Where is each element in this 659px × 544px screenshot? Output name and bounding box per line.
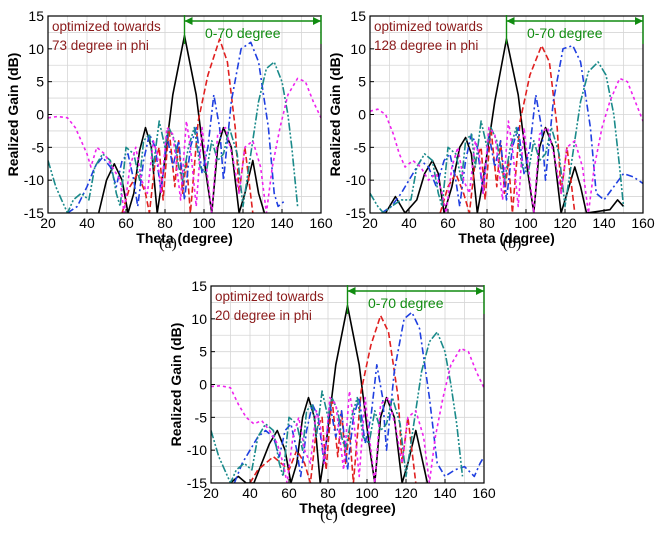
- x-tick-label: 80: [479, 215, 495, 231]
- x-tick-label: 60: [440, 215, 456, 231]
- series-line-4: [48, 61, 299, 213]
- x-tick-label: 60: [281, 485, 297, 501]
- y-tick-label: 10: [191, 311, 207, 327]
- x-axis-label: Theta (degree): [136, 230, 232, 246]
- grid-lines: [47, 15, 322, 214]
- x-tick-label: 20: [362, 215, 378, 231]
- x-tick-label: 120: [231, 215, 255, 231]
- y-tick-label: 0: [358, 107, 366, 123]
- y-tick-label: 15: [350, 8, 366, 24]
- x-tick-label: 60: [118, 215, 134, 231]
- x-tick-label: 100: [192, 215, 216, 231]
- series-line-1: [384, 38, 625, 213]
- y-axis-label: Realized Gain (dB): [168, 323, 184, 447]
- range-label: 0-70 degree: [205, 25, 281, 41]
- y-tick-label: 10: [350, 41, 366, 57]
- chart-panel-a: 20 40 60 80 100 120 140 160 -15 -10 -5 0 5 10 15 Theta …: [5, 8, 333, 252]
- x-axis-label: Theta (degree): [299, 500, 395, 516]
- range-label: 0-70 degree: [368, 295, 444, 311]
- series-line-5: [48, 77, 321, 213]
- annotation-line: optimized towards: [374, 19, 483, 34]
- x-tick-label: 100: [514, 215, 538, 231]
- series-line-3: [381, 44, 643, 213]
- series-line-1: [97, 34, 266, 213]
- series-line-5: [211, 347, 484, 483]
- x-tick-label: 20: [203, 485, 219, 501]
- series-line-3: [67, 41, 287, 213]
- x-tick-label: 100: [355, 485, 379, 501]
- annotation-line: optimized towards: [215, 289, 324, 304]
- x-tick-label: 80: [320, 485, 336, 501]
- x-tick-label: 40: [242, 485, 258, 501]
- annotation-line: 128 degree in phi: [374, 38, 478, 53]
- series-line-4: [211, 331, 464, 483]
- series-line-1: [229, 304, 429, 483]
- x-tick-label: 120: [394, 485, 418, 501]
- y-tick-label: -5: [354, 139, 367, 155]
- annotation-line: 73 degree in phi: [52, 38, 149, 53]
- y-tick-label: -10: [346, 172, 366, 188]
- x-tick-label: 40: [79, 215, 95, 231]
- series-line-5: [370, 77, 643, 213]
- y-tick-label: 0: [199, 377, 207, 393]
- panel-caption: (c): [320, 507, 338, 524]
- y-tick-label: 5: [36, 74, 44, 90]
- y-tick-label: -5: [195, 409, 208, 425]
- series-line-2: [121, 38, 254, 213]
- x-tick-label: 160: [309, 215, 333, 231]
- panel-caption: (b): [503, 235, 522, 252]
- y-tick-label: -15: [24, 205, 44, 221]
- range-marker: 0-70 degree: [505, 15, 644, 44]
- x-tick-label: 140: [592, 215, 616, 231]
- y-tick-label: -15: [187, 475, 207, 491]
- chart-panel-b: 20 40 60 80 100 120 140 160 -15 -10 -5 0 5 10 15 Theta …: [327, 8, 655, 252]
- series-group: [211, 304, 484, 483]
- y-tick-label: 0: [36, 107, 44, 123]
- arrow-right-icon: [476, 287, 484, 295]
- annotation-line: 20 degree in phi: [215, 308, 312, 323]
- y-axis-label: Realized Gain (dB): [5, 53, 21, 177]
- chart-panel-c: 20 40 60 80 100 120 140 160 -15 -10 -5 0 5 10 15 Theta …: [168, 278, 496, 524]
- range-label: 0-70 degree: [527, 25, 603, 41]
- arrow-left-icon: [506, 17, 515, 25]
- arrow-right-icon: [313, 17, 321, 25]
- series-group: [370, 38, 643, 213]
- y-tick-label: 15: [191, 278, 207, 294]
- y-axis-label: Realized Gain (dB): [327, 53, 343, 177]
- y-tick-label: 5: [358, 74, 366, 90]
- series-line-4: [370, 61, 625, 213]
- y-tick-label: -10: [187, 442, 207, 458]
- x-tick-label: 80: [157, 215, 173, 231]
- x-tick-label: 20: [40, 215, 56, 231]
- range-marker: 0-70 degree: [183, 15, 322, 44]
- arrow-right-icon: [635, 17, 643, 25]
- x-tick-label: 140: [433, 485, 457, 501]
- y-tick-label: 10: [28, 41, 44, 57]
- arrow-left-icon: [184, 17, 193, 25]
- x-tick-label: 120: [553, 215, 577, 231]
- x-tick-label: 160: [631, 215, 655, 231]
- x-tick-label: 160: [472, 485, 496, 501]
- y-tick-label: -5: [32, 139, 45, 155]
- y-tick-label: 5: [199, 344, 207, 360]
- y-tick-label: -10: [24, 172, 44, 188]
- series-group: [48, 34, 321, 213]
- series-line-3: [233, 311, 484, 483]
- y-tick-label: 15: [28, 8, 44, 24]
- x-tick-label: 40: [401, 215, 417, 231]
- arrow-left-icon: [347, 287, 356, 295]
- x-axis-label: Theta (degree): [458, 230, 554, 246]
- annotation-line: optimized towards: [52, 19, 161, 34]
- x-tick-label: 140: [270, 215, 294, 231]
- range-marker: 0-70 degree: [346, 285, 485, 314]
- panel-caption: (a): [159, 235, 177, 252]
- y-tick-label: -15: [346, 205, 366, 221]
